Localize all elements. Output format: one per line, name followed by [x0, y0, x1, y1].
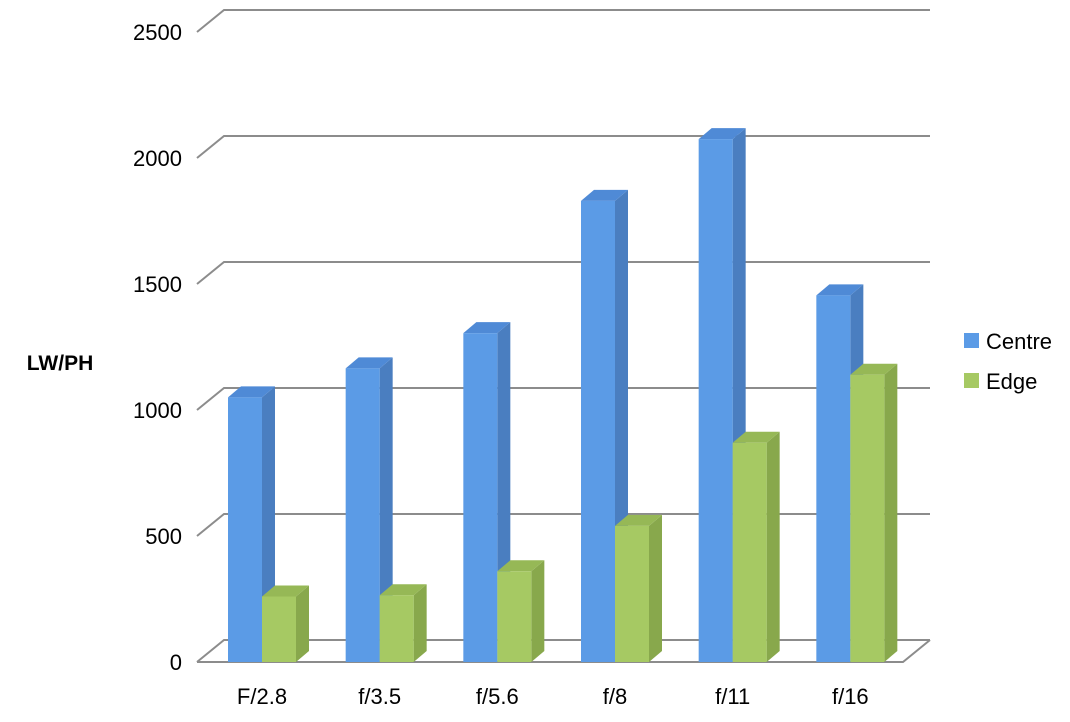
- y-tick-label: 1500: [133, 272, 182, 297]
- bar-front: [850, 374, 885, 662]
- bar-front: [615, 525, 649, 662]
- bar-top: [698, 128, 746, 140]
- bar-top: [379, 584, 427, 596]
- bar-edge-2: [497, 560, 545, 662]
- bar-top: [732, 431, 780, 443]
- x-tick-label: f/5.6: [476, 684, 519, 709]
- y-tick-label: 500: [145, 524, 182, 549]
- bar-top: [497, 560, 545, 572]
- legend-swatch-edge: [964, 373, 979, 388]
- gridline: [196, 9, 930, 33]
- bar-side: [379, 357, 393, 662]
- bar-edge-0: [262, 585, 309, 662]
- bar-front: [379, 595, 414, 662]
- gridlines: [196, 9, 931, 663]
- bar-edge-1: [379, 584, 427, 662]
- gridline: [196, 513, 930, 537]
- floor-edge: [197, 639, 931, 663]
- bar-side: [413, 584, 427, 662]
- bar-front: [816, 295, 851, 662]
- y-axis-label: LW/PH: [27, 352, 94, 375]
- bar-side: [884, 363, 898, 662]
- gridline: [196, 639, 930, 663]
- gridline: [196, 387, 930, 411]
- y-tick-label: 2500: [133, 20, 182, 45]
- bar-side: [531, 560, 545, 662]
- bar-top: [463, 322, 511, 334]
- bar-top: [615, 514, 662, 526]
- bar-edge-4: [732, 431, 780, 662]
- bar-front: [497, 571, 532, 662]
- bar-top: [850, 363, 898, 375]
- bar-edge-3: [615, 514, 662, 662]
- bar-top: [345, 357, 393, 369]
- bar-side: [766, 431, 780, 662]
- bar-top: [581, 189, 628, 201]
- legend-label-centre: Centre: [986, 329, 1052, 354]
- bars: [228, 128, 898, 663]
- bar-front: [581, 200, 615, 662]
- x-axis-ticks: F/2.8 f/3.5 f/5.6 f/8 f/11 f/16: [237, 684, 869, 709]
- gridline: [196, 261, 930, 285]
- gridline: [196, 135, 930, 159]
- x-tick-label: f/11: [715, 684, 750, 709]
- bar-top: [228, 386, 275, 398]
- bar-front: [732, 442, 767, 662]
- x-tick-label: f/16: [832, 684, 869, 709]
- bar-centre-1: [345, 357, 393, 662]
- bar-front: [698, 139, 733, 663]
- bar-front: [463, 333, 498, 662]
- bar-top: [816, 284, 864, 296]
- y-axis-ticks: 0 500 1000 1500 2000 2500: [133, 20, 182, 675]
- bar-front: [262, 596, 296, 662]
- x-tick-label: f/3.5: [358, 684, 401, 709]
- x-tick-label: f/8: [603, 684, 627, 709]
- y-tick-label: 2000: [133, 146, 182, 171]
- legend-label-edge: Edge: [986, 369, 1037, 394]
- bar-front: [345, 368, 380, 662]
- legend: Centre Edge: [964, 329, 1052, 394]
- bar-side: [296, 585, 309, 662]
- legend-swatch-centre: [964, 333, 979, 348]
- y-tick-label: 0: [170, 650, 182, 675]
- bar-side: [649, 514, 662, 662]
- bar-top: [262, 585, 309, 597]
- x-tick-label: F/2.8: [237, 684, 287, 709]
- bar-front: [228, 397, 262, 662]
- y-tick-label: 1000: [133, 398, 182, 423]
- bar-edge-5: [850, 363, 898, 662]
